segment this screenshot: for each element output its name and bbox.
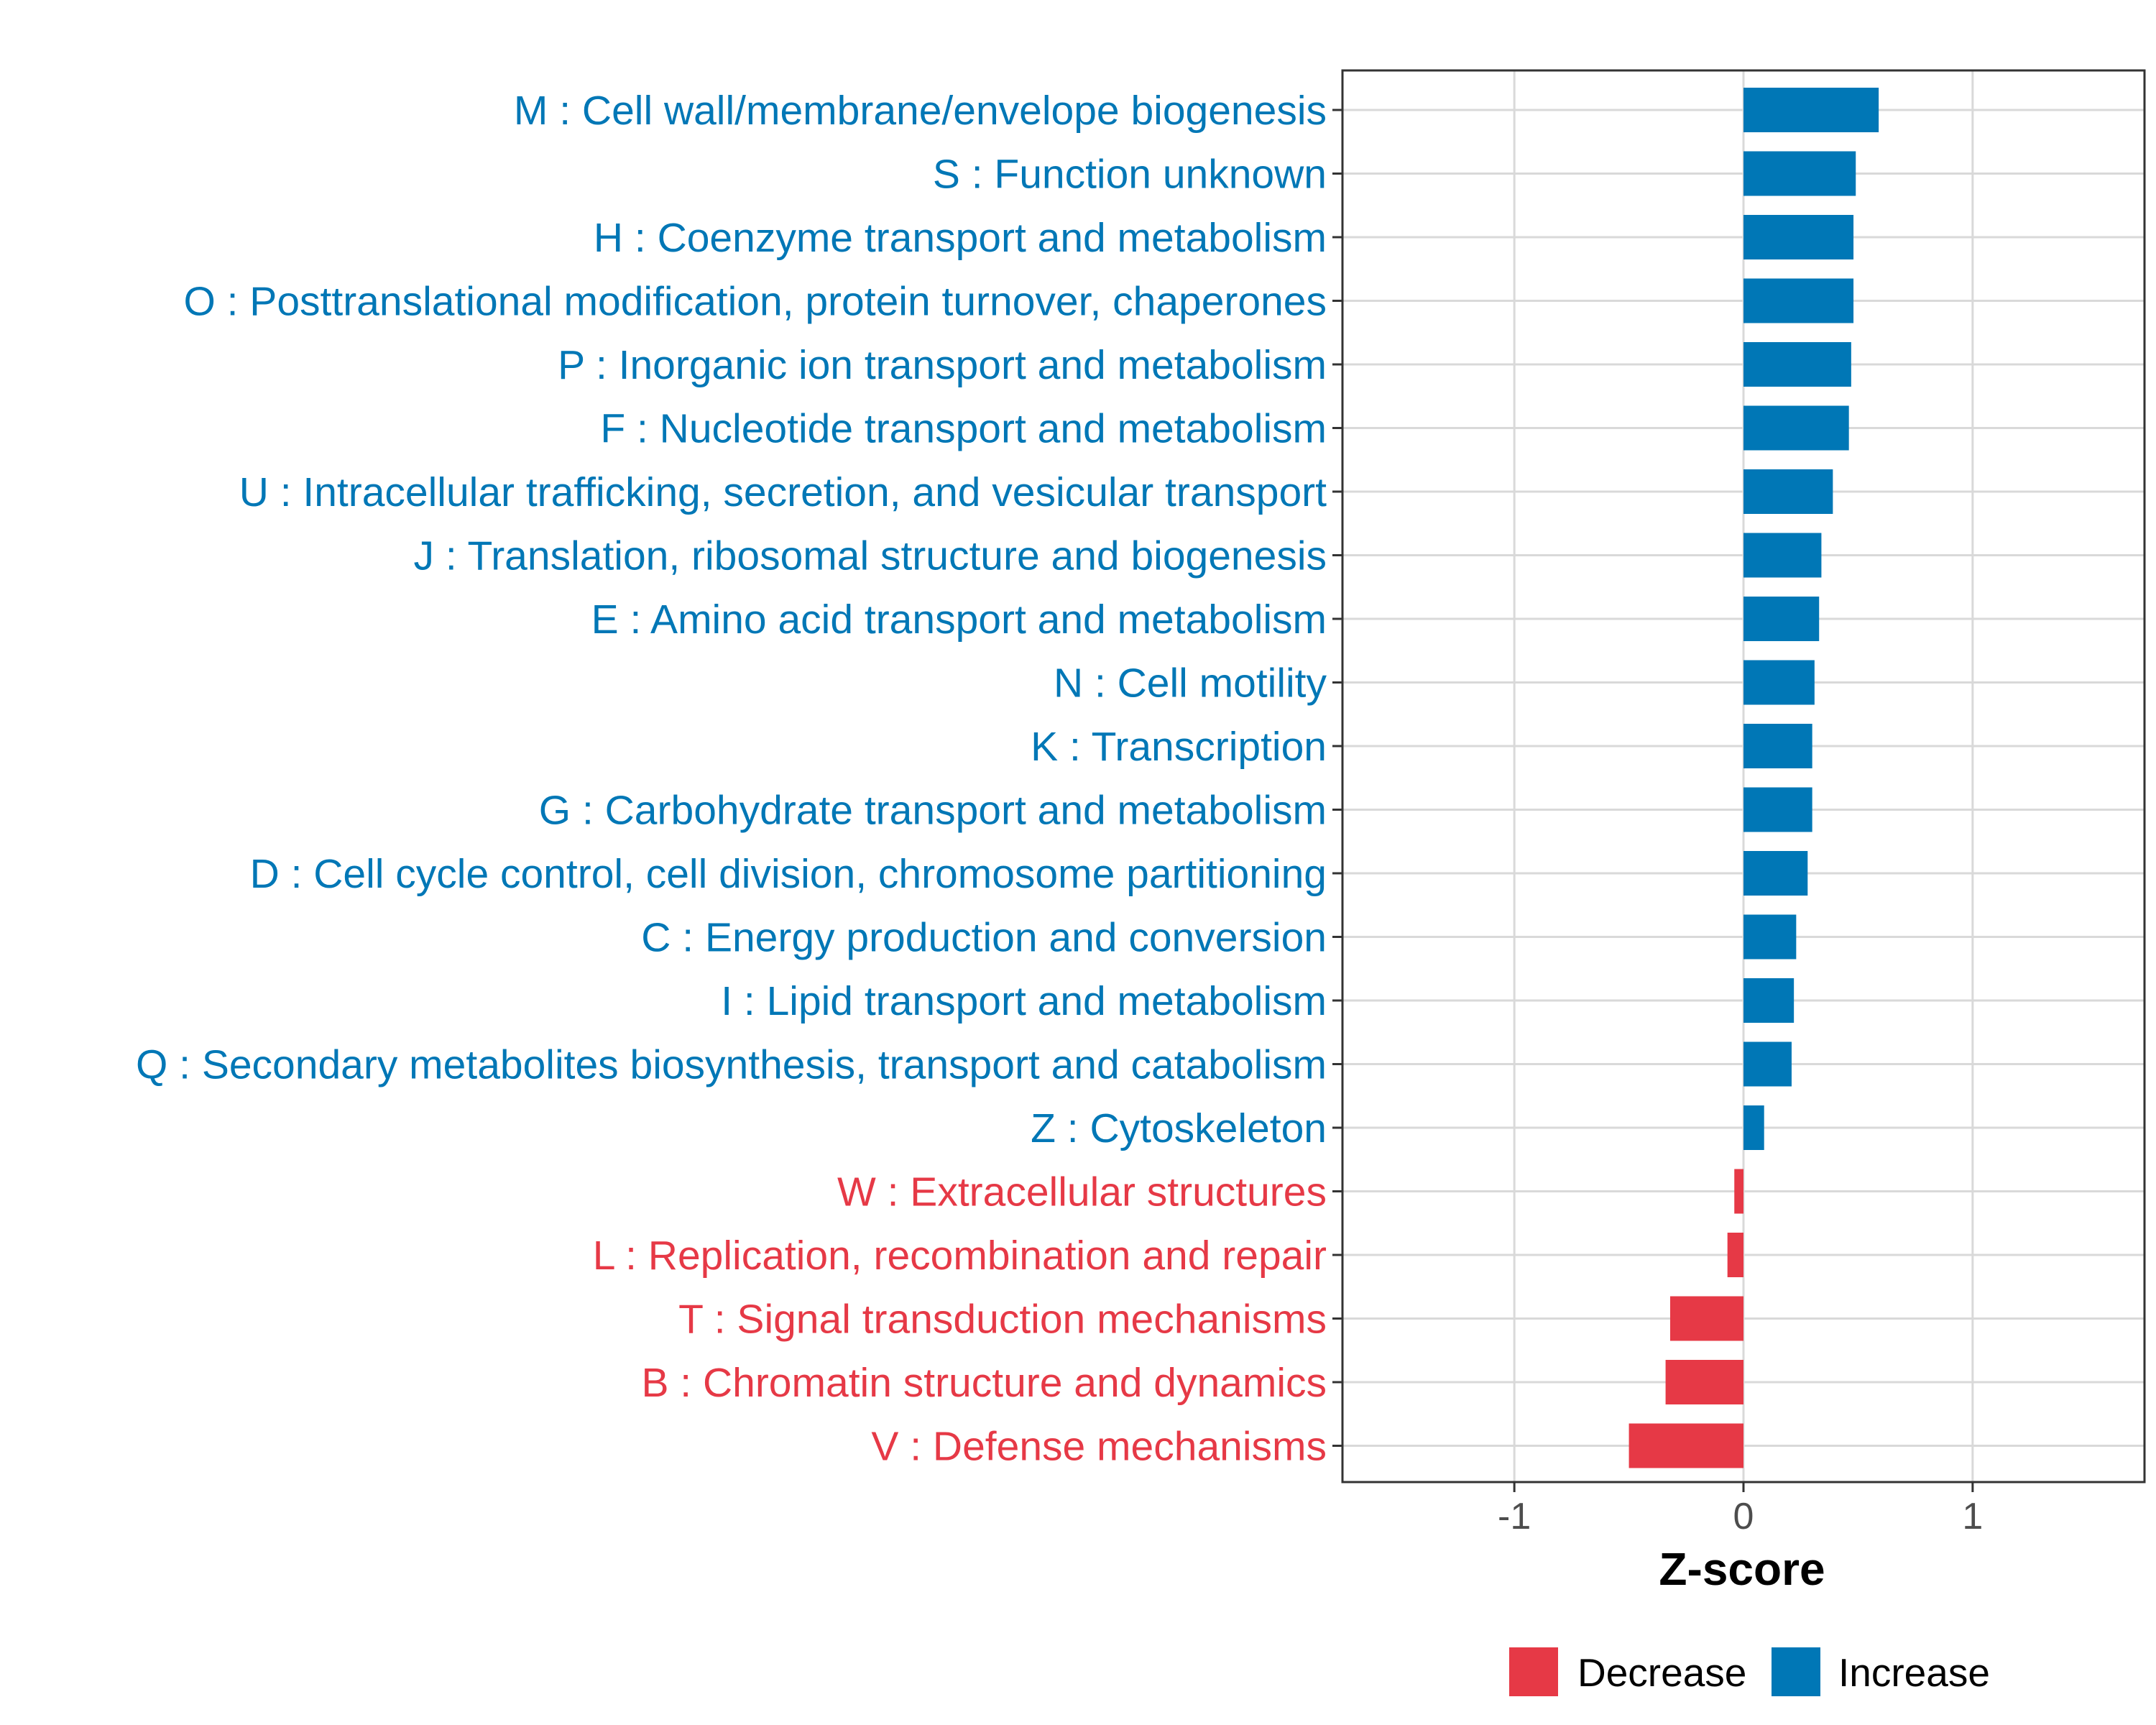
category-label: V : Defense mechanisms — [871, 1424, 1327, 1470]
category-label: P : Inorganic ion transport and metaboli… — [558, 342, 1327, 388]
category-label: O : Posttranslational modification, prot… — [183, 279, 1327, 325]
category-label: U : Intracellular trafficking, secretion… — [239, 469, 1327, 515]
x-tick-label: -1 — [1498, 1496, 1531, 1537]
legend-label-increase: Increase — [1838, 1650, 1990, 1695]
legend-label-decrease: Decrease — [1577, 1650, 1746, 1695]
legend-swatch-increase — [1772, 1647, 1820, 1696]
bar — [1734, 1169, 1743, 1214]
category-label: T : Signal transduction mechanisms — [678, 1297, 1327, 1343]
bar — [1743, 724, 1812, 768]
bar — [1743, 660, 1815, 705]
category-label: S : Function unknown — [933, 152, 1327, 198]
category-label: C : Energy production and conversion — [641, 915, 1327, 961]
category-label: J : Translation, ribosomal structure and… — [414, 533, 1327, 579]
category-label: W : Extracellular structures — [837, 1169, 1327, 1215]
bar — [1743, 851, 1808, 896]
category-label: F : Nucleotide transport and metabolism — [600, 406, 1327, 452]
bar — [1743, 1041, 1792, 1087]
category-label: H : Coenzyme transport and metabolism — [594, 215, 1327, 261]
bar — [1743, 597, 1820, 641]
bar — [1743, 278, 1854, 323]
category-label: D : Cell cycle control, cell division, c… — [250, 851, 1327, 897]
category-label: K : Transcription — [1031, 724, 1327, 770]
legend: Decrease Increase — [1509, 1647, 1990, 1696]
category-label: I : Lipid transport and metabolism — [721, 978, 1327, 1024]
category-label: L : Replication, recombination and repai… — [593, 1233, 1327, 1279]
x-axis-title: Z-score — [1659, 1543, 1825, 1595]
x-tick-label: 0 — [1733, 1496, 1754, 1537]
bar — [1743, 151, 1856, 196]
bar — [1743, 533, 1822, 578]
bar — [1628, 1423, 1743, 1468]
category-label: Q : Secondary metabolites biosynthesis, … — [136, 1042, 1327, 1088]
bar — [1743, 342, 1851, 387]
category-label: M : Cell wall/membrane/envelope biogenes… — [514, 88, 1327, 134]
bar — [1743, 215, 1854, 259]
bar-layer — [1628, 88, 1879, 1468]
bar — [1743, 787, 1812, 832]
bar — [1727, 1233, 1743, 1277]
bar — [1743, 1105, 1764, 1150]
bar — [1743, 914, 1797, 960]
bar — [1743, 88, 1879, 132]
bar — [1743, 405, 1849, 451]
category-label: N : Cell motility — [1054, 661, 1327, 707]
legend-swatch-decrease — [1509, 1647, 1558, 1696]
category-label: Z : Cytoskeleton — [1031, 1105, 1327, 1151]
bar — [1743, 978, 1795, 1023]
x-tick-label: 1 — [1962, 1496, 1983, 1537]
bar — [1669, 1296, 1743, 1341]
bar — [1743, 469, 1833, 514]
axis-layer: M : Cell wall/membrane/envelope biogenes… — [136, 69, 2146, 1537]
category-label: G : Carbohydrate transport and metabolis… — [539, 788, 1327, 834]
category-label: E : Amino acid transport and metabolism — [591, 597, 1327, 643]
category-label: B : Chromatin structure and dynamics — [641, 1360, 1327, 1406]
bar — [1665, 1360, 1743, 1404]
